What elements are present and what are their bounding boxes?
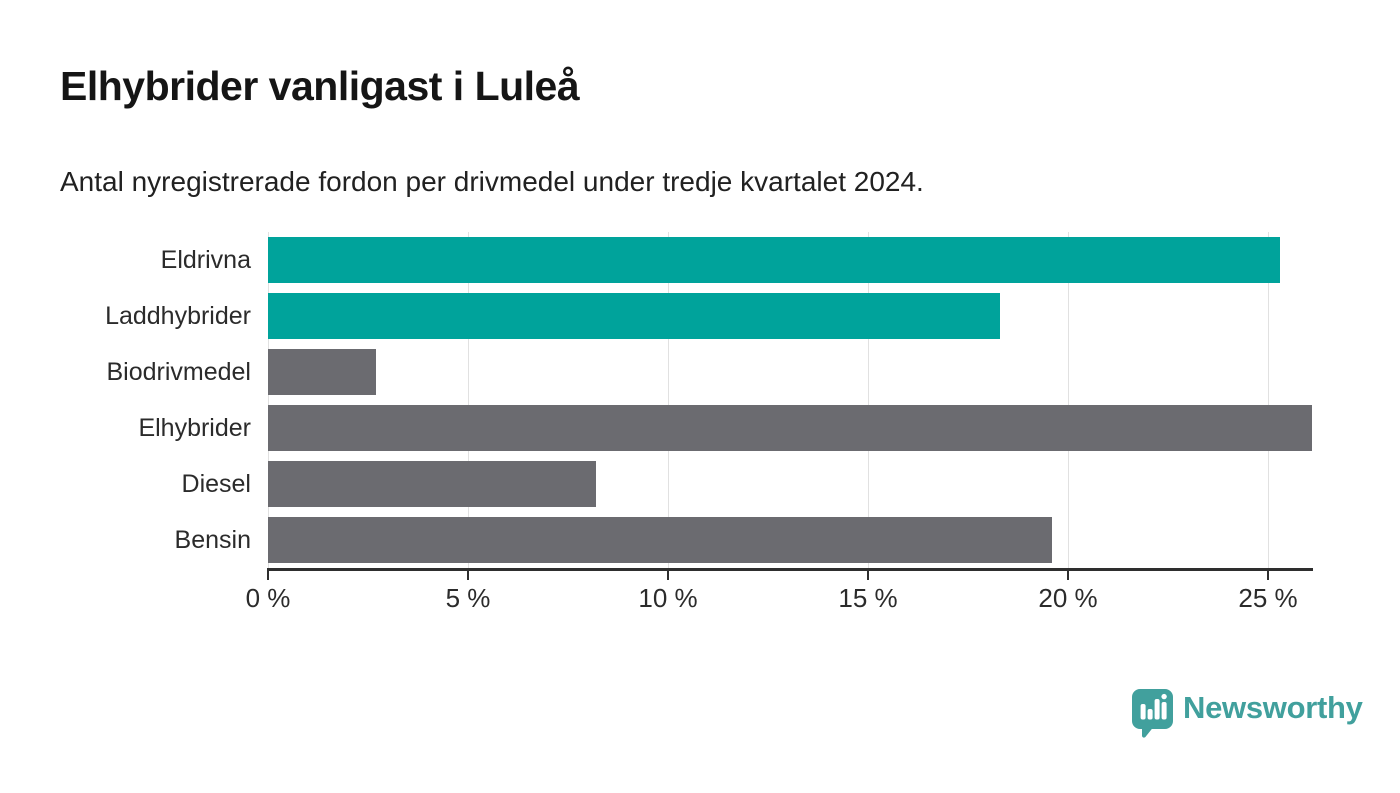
bar-track bbox=[268, 288, 1312, 344]
chart-subtitle: Antal nyregistrerade fordon per drivmede… bbox=[60, 166, 924, 197]
category-label: Diesel bbox=[181, 469, 251, 498]
gridline-20 bbox=[1068, 232, 1069, 568]
x-tick-0 bbox=[267, 571, 269, 580]
x-tick-label: 25 % bbox=[1238, 583, 1298, 613]
chart-row: Bensin bbox=[60, 512, 1312, 568]
x-axis-line bbox=[267, 568, 1313, 571]
x-tick-label: 5 % bbox=[445, 583, 491, 613]
x-tick-25 bbox=[1267, 571, 1269, 580]
logo-exclamation-dot bbox=[1161, 693, 1167, 700]
bar-laddhybrider bbox=[268, 293, 1000, 339]
gridline-5 bbox=[468, 232, 469, 568]
bar-elhybrider bbox=[268, 405, 1312, 451]
page-title: Elhybrider vanligast i Luleå bbox=[60, 63, 580, 109]
x-tick-label: 0 % bbox=[245, 583, 291, 613]
chart-row: Elhybrider bbox=[60, 400, 1312, 456]
bar-biodrivmedel bbox=[268, 349, 376, 395]
chart-row: Eldrivna bbox=[60, 232, 1312, 288]
bar-chart: Eldrivna Laddhybrider Biodrivmedel Elhybrid… bbox=[60, 232, 1313, 632]
x-tick-20 bbox=[1067, 571, 1069, 580]
bar-track bbox=[268, 456, 1312, 512]
logo-bar-1 bbox=[1140, 704, 1146, 720]
newsworthy-logo: Newsworthy bbox=[1132, 689, 1363, 739]
logo-exclamation-bar bbox=[1161, 702, 1167, 720]
category-label: Eldrivna bbox=[160, 245, 251, 274]
x-tick-label: 15 % bbox=[838, 583, 898, 613]
x-tick-label: 10 % bbox=[638, 583, 698, 613]
newsworthy-logo-icon bbox=[1132, 689, 1173, 738]
chart-row: Laddhybrider bbox=[60, 288, 1312, 344]
bar-bensin bbox=[268, 517, 1052, 563]
bar-track bbox=[268, 344, 1312, 400]
category-label: Biodrivmedel bbox=[106, 357, 251, 386]
logo-bar-2 bbox=[1147, 709, 1153, 720]
chart-rows: Eldrivna Laddhybrider Biodrivmedel Elhybrid… bbox=[60, 232, 1312, 568]
category-label: Laddhybrider bbox=[105, 301, 251, 330]
logo-bar-3 bbox=[1154, 699, 1160, 720]
bar-track bbox=[268, 512, 1312, 568]
gridline-layer bbox=[268, 232, 1312, 568]
chart-row: Diesel bbox=[60, 456, 1312, 512]
x-tick-label: 20 % bbox=[1038, 583, 1098, 613]
bar-eldrivna bbox=[268, 237, 1280, 283]
chart-row: Biodrivmedel bbox=[60, 344, 1312, 400]
bar-diesel bbox=[268, 461, 596, 507]
bar-track bbox=[268, 400, 1312, 456]
gridline-15 bbox=[868, 232, 869, 568]
gridline-10 bbox=[668, 232, 669, 568]
newsworthy-wordmark: Newsworthy bbox=[1183, 690, 1363, 725]
gridline-25 bbox=[1268, 232, 1269, 568]
category-label: Bensin bbox=[174, 525, 251, 554]
gridline-0 bbox=[268, 232, 269, 568]
x-tick-15 bbox=[867, 571, 869, 580]
bar-track bbox=[268, 232, 1312, 288]
category-label: Elhybrider bbox=[138, 413, 251, 442]
x-tick-10 bbox=[667, 571, 669, 580]
x-tick-5 bbox=[467, 571, 469, 580]
